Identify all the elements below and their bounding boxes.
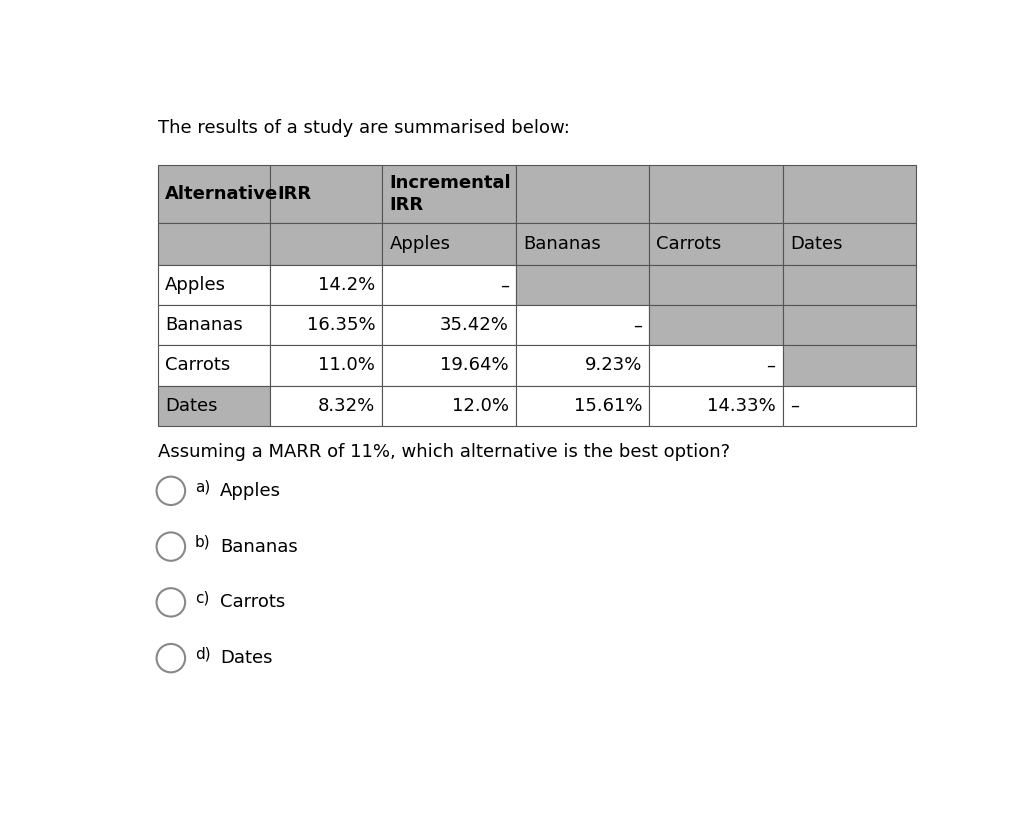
Text: 12.0%: 12.0% bbox=[452, 397, 509, 415]
Bar bbox=[516, 305, 649, 346]
Bar bbox=[516, 385, 649, 425]
Text: –: – bbox=[500, 277, 509, 295]
Text: Apples: Apples bbox=[220, 481, 281, 500]
Text: 9.23%: 9.23% bbox=[585, 356, 642, 374]
Bar bbox=[782, 346, 916, 385]
Ellipse shape bbox=[157, 644, 185, 672]
Ellipse shape bbox=[157, 477, 185, 505]
Text: Apples: Apples bbox=[165, 277, 226, 295]
Text: Bananas: Bananas bbox=[523, 235, 601, 253]
Bar bbox=[516, 346, 649, 385]
Text: IRR: IRR bbox=[278, 185, 311, 203]
Text: a): a) bbox=[195, 479, 210, 494]
Bar bbox=[649, 223, 782, 265]
Bar bbox=[782, 265, 916, 305]
Bar bbox=[516, 165, 649, 223]
Bar bbox=[158, 265, 270, 305]
Bar bbox=[383, 385, 516, 425]
Bar bbox=[158, 385, 270, 425]
Bar bbox=[270, 265, 383, 305]
Text: 19.64%: 19.64% bbox=[440, 356, 509, 374]
Bar bbox=[158, 346, 270, 385]
Bar bbox=[516, 265, 649, 305]
Text: 16.35%: 16.35% bbox=[307, 317, 376, 334]
Bar bbox=[649, 346, 782, 385]
Bar bbox=[270, 165, 383, 223]
Text: –: – bbox=[790, 397, 799, 415]
Text: Incremental
IRR: Incremental IRR bbox=[390, 174, 511, 214]
Text: –: – bbox=[767, 356, 775, 374]
Bar bbox=[383, 223, 516, 265]
Bar bbox=[270, 385, 383, 425]
Text: d): d) bbox=[195, 646, 210, 662]
Bar bbox=[782, 223, 916, 265]
Text: b): b) bbox=[195, 535, 210, 550]
Bar bbox=[782, 305, 916, 346]
Text: Bananas: Bananas bbox=[220, 537, 298, 556]
Text: Dates: Dates bbox=[220, 649, 272, 667]
Text: Carrots: Carrots bbox=[220, 593, 286, 611]
Text: c): c) bbox=[195, 591, 209, 606]
Text: 14.33%: 14.33% bbox=[707, 397, 775, 415]
Bar bbox=[516, 223, 649, 265]
Text: 15.61%: 15.61% bbox=[573, 397, 642, 415]
Text: 8.32%: 8.32% bbox=[318, 397, 376, 415]
Text: –: – bbox=[633, 317, 642, 334]
Bar bbox=[649, 385, 782, 425]
Bar bbox=[383, 346, 516, 385]
Text: Carrots: Carrots bbox=[165, 356, 230, 374]
Text: 11.0%: 11.0% bbox=[318, 356, 376, 374]
Bar bbox=[782, 385, 916, 425]
Bar bbox=[649, 305, 782, 346]
Bar bbox=[158, 223, 270, 265]
Bar bbox=[649, 165, 782, 223]
Bar bbox=[782, 165, 916, 223]
Text: The results of a study are summarised below:: The results of a study are summarised be… bbox=[158, 119, 570, 137]
Bar bbox=[158, 305, 270, 346]
Text: Assuming a MARR of 11%, which alternative is the best option?: Assuming a MARR of 11%, which alternativ… bbox=[158, 444, 730, 462]
Ellipse shape bbox=[157, 588, 185, 616]
Text: Carrots: Carrots bbox=[656, 235, 722, 253]
Text: 14.2%: 14.2% bbox=[318, 277, 376, 295]
Text: Bananas: Bananas bbox=[165, 317, 243, 334]
Bar bbox=[383, 305, 516, 346]
Text: 35.42%: 35.42% bbox=[440, 317, 509, 334]
Text: Dates: Dates bbox=[165, 397, 218, 415]
Bar bbox=[649, 265, 782, 305]
Ellipse shape bbox=[157, 532, 185, 560]
Bar bbox=[270, 223, 383, 265]
Bar bbox=[158, 165, 270, 223]
Bar bbox=[270, 346, 383, 385]
Bar bbox=[383, 165, 516, 223]
Bar bbox=[383, 265, 516, 305]
Bar bbox=[270, 305, 383, 346]
Text: Apples: Apples bbox=[390, 235, 451, 253]
Text: Alternative: Alternative bbox=[165, 185, 279, 203]
Text: Dates: Dates bbox=[790, 235, 843, 253]
